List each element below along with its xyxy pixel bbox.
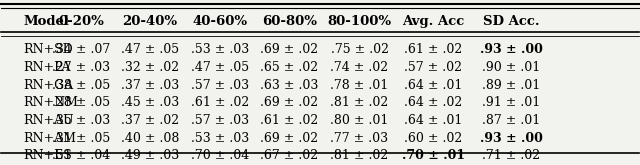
Text: .70 ± .04: .70 ± .04 <box>191 149 249 162</box>
Text: Model: Model <box>24 15 70 28</box>
Text: RN+GA: RN+GA <box>24 79 74 92</box>
Text: .40 ± .08: .40 ± .08 <box>121 132 179 145</box>
Text: .69 ± .02: .69 ± .02 <box>260 96 319 109</box>
Text: .57 ± .03: .57 ± .03 <box>191 114 249 127</box>
Text: .90 ± .01: .90 ± .01 <box>482 61 540 74</box>
Text: .53 ± .03: .53 ± .03 <box>191 132 249 145</box>
Text: .81 ± .02: .81 ± .02 <box>330 96 388 109</box>
Text: .53 ± .03: .53 ± .03 <box>191 43 249 56</box>
Text: .27 ± .03: .27 ± .03 <box>52 61 110 74</box>
Text: .49 ± .03: .49 ± .03 <box>121 149 179 162</box>
Text: .63 ± .03: .63 ± .03 <box>260 79 319 92</box>
Text: .75 ± .02: .75 ± .02 <box>330 43 388 56</box>
Text: RN+ES: RN+ES <box>24 149 72 162</box>
Text: RN+PA: RN+PA <box>24 61 71 74</box>
Text: .64 ± .01: .64 ± .01 <box>404 114 463 127</box>
Text: .93 ± .00: .93 ± .00 <box>480 43 543 56</box>
Text: .87 ± .01: .87 ± .01 <box>482 114 540 127</box>
Text: .67 ± .02: .67 ± .02 <box>260 149 319 162</box>
Text: .34 ± .07: .34 ± .07 <box>52 43 110 56</box>
Text: .47 ± .05: .47 ± .05 <box>121 43 179 56</box>
Text: .69 ± .02: .69 ± .02 <box>260 43 319 56</box>
Text: .57 ± .02: .57 ± .02 <box>404 61 463 74</box>
Text: .69 ± .02: .69 ± .02 <box>260 132 319 145</box>
Text: Avg. Acc: Avg. Acc <box>403 15 465 28</box>
Text: .78 ± .01: .78 ± .01 <box>330 79 388 92</box>
Text: .65 ± .02: .65 ± .02 <box>260 61 319 74</box>
Text: RN+AU: RN+AU <box>24 114 74 127</box>
Text: .57 ± .03: .57 ± .03 <box>191 79 249 92</box>
Text: .89 ± .01: .89 ± .01 <box>482 79 540 92</box>
Text: .37 ± .03: .37 ± .03 <box>121 79 179 92</box>
Text: .77 ± .03: .77 ± .03 <box>330 132 388 145</box>
Text: 40-60%: 40-60% <box>193 15 248 28</box>
Text: .61 ± .02: .61 ± .02 <box>191 96 249 109</box>
Text: .31 ± .05: .31 ± .05 <box>52 132 110 145</box>
Text: .93 ± .00: .93 ± .00 <box>480 132 543 145</box>
Text: .80 ± .01: .80 ± .01 <box>330 114 388 127</box>
Text: .47 ± .05: .47 ± .05 <box>191 61 249 74</box>
Text: 60-80%: 60-80% <box>262 15 317 28</box>
Text: .61 ± .02: .61 ± .02 <box>404 43 463 56</box>
Text: RN+SD: RN+SD <box>24 43 74 56</box>
Text: .71 ± .02: .71 ± .02 <box>482 149 540 162</box>
Text: 20-40%: 20-40% <box>122 15 177 28</box>
Text: 80-100%: 80-100% <box>328 15 392 28</box>
Text: SD Acc.: SD Acc. <box>483 15 540 28</box>
Text: 0-20%: 0-20% <box>58 15 104 28</box>
Text: .38 ± .05: .38 ± .05 <box>52 79 110 92</box>
Text: .45 ± .03: .45 ± .03 <box>121 96 179 109</box>
Text: RN+NM: RN+NM <box>24 96 79 109</box>
Text: .64 ± .02: .64 ± .02 <box>404 96 463 109</box>
Text: .74 ± .02: .74 ± .02 <box>330 61 388 74</box>
Text: .91 ± .01: .91 ± .01 <box>482 96 540 109</box>
Text: .37 ± .02: .37 ± .02 <box>121 114 179 127</box>
Text: .64 ± .01: .64 ± .01 <box>404 79 463 92</box>
Text: .61 ± .02: .61 ± .02 <box>260 114 319 127</box>
Text: .32 ± .02: .32 ± .02 <box>121 61 179 74</box>
Text: .70 ± .01: .70 ± .01 <box>402 149 465 162</box>
Text: .51 ± .04: .51 ± .04 <box>52 149 110 162</box>
Text: RN+AM: RN+AM <box>24 132 77 145</box>
Text: .35 ± .03: .35 ± .03 <box>52 114 110 127</box>
Text: .81 ± .02: .81 ± .02 <box>330 149 388 162</box>
Text: .28 ± .05: .28 ± .05 <box>52 96 110 109</box>
Text: .60 ± .02: .60 ± .02 <box>404 132 463 145</box>
